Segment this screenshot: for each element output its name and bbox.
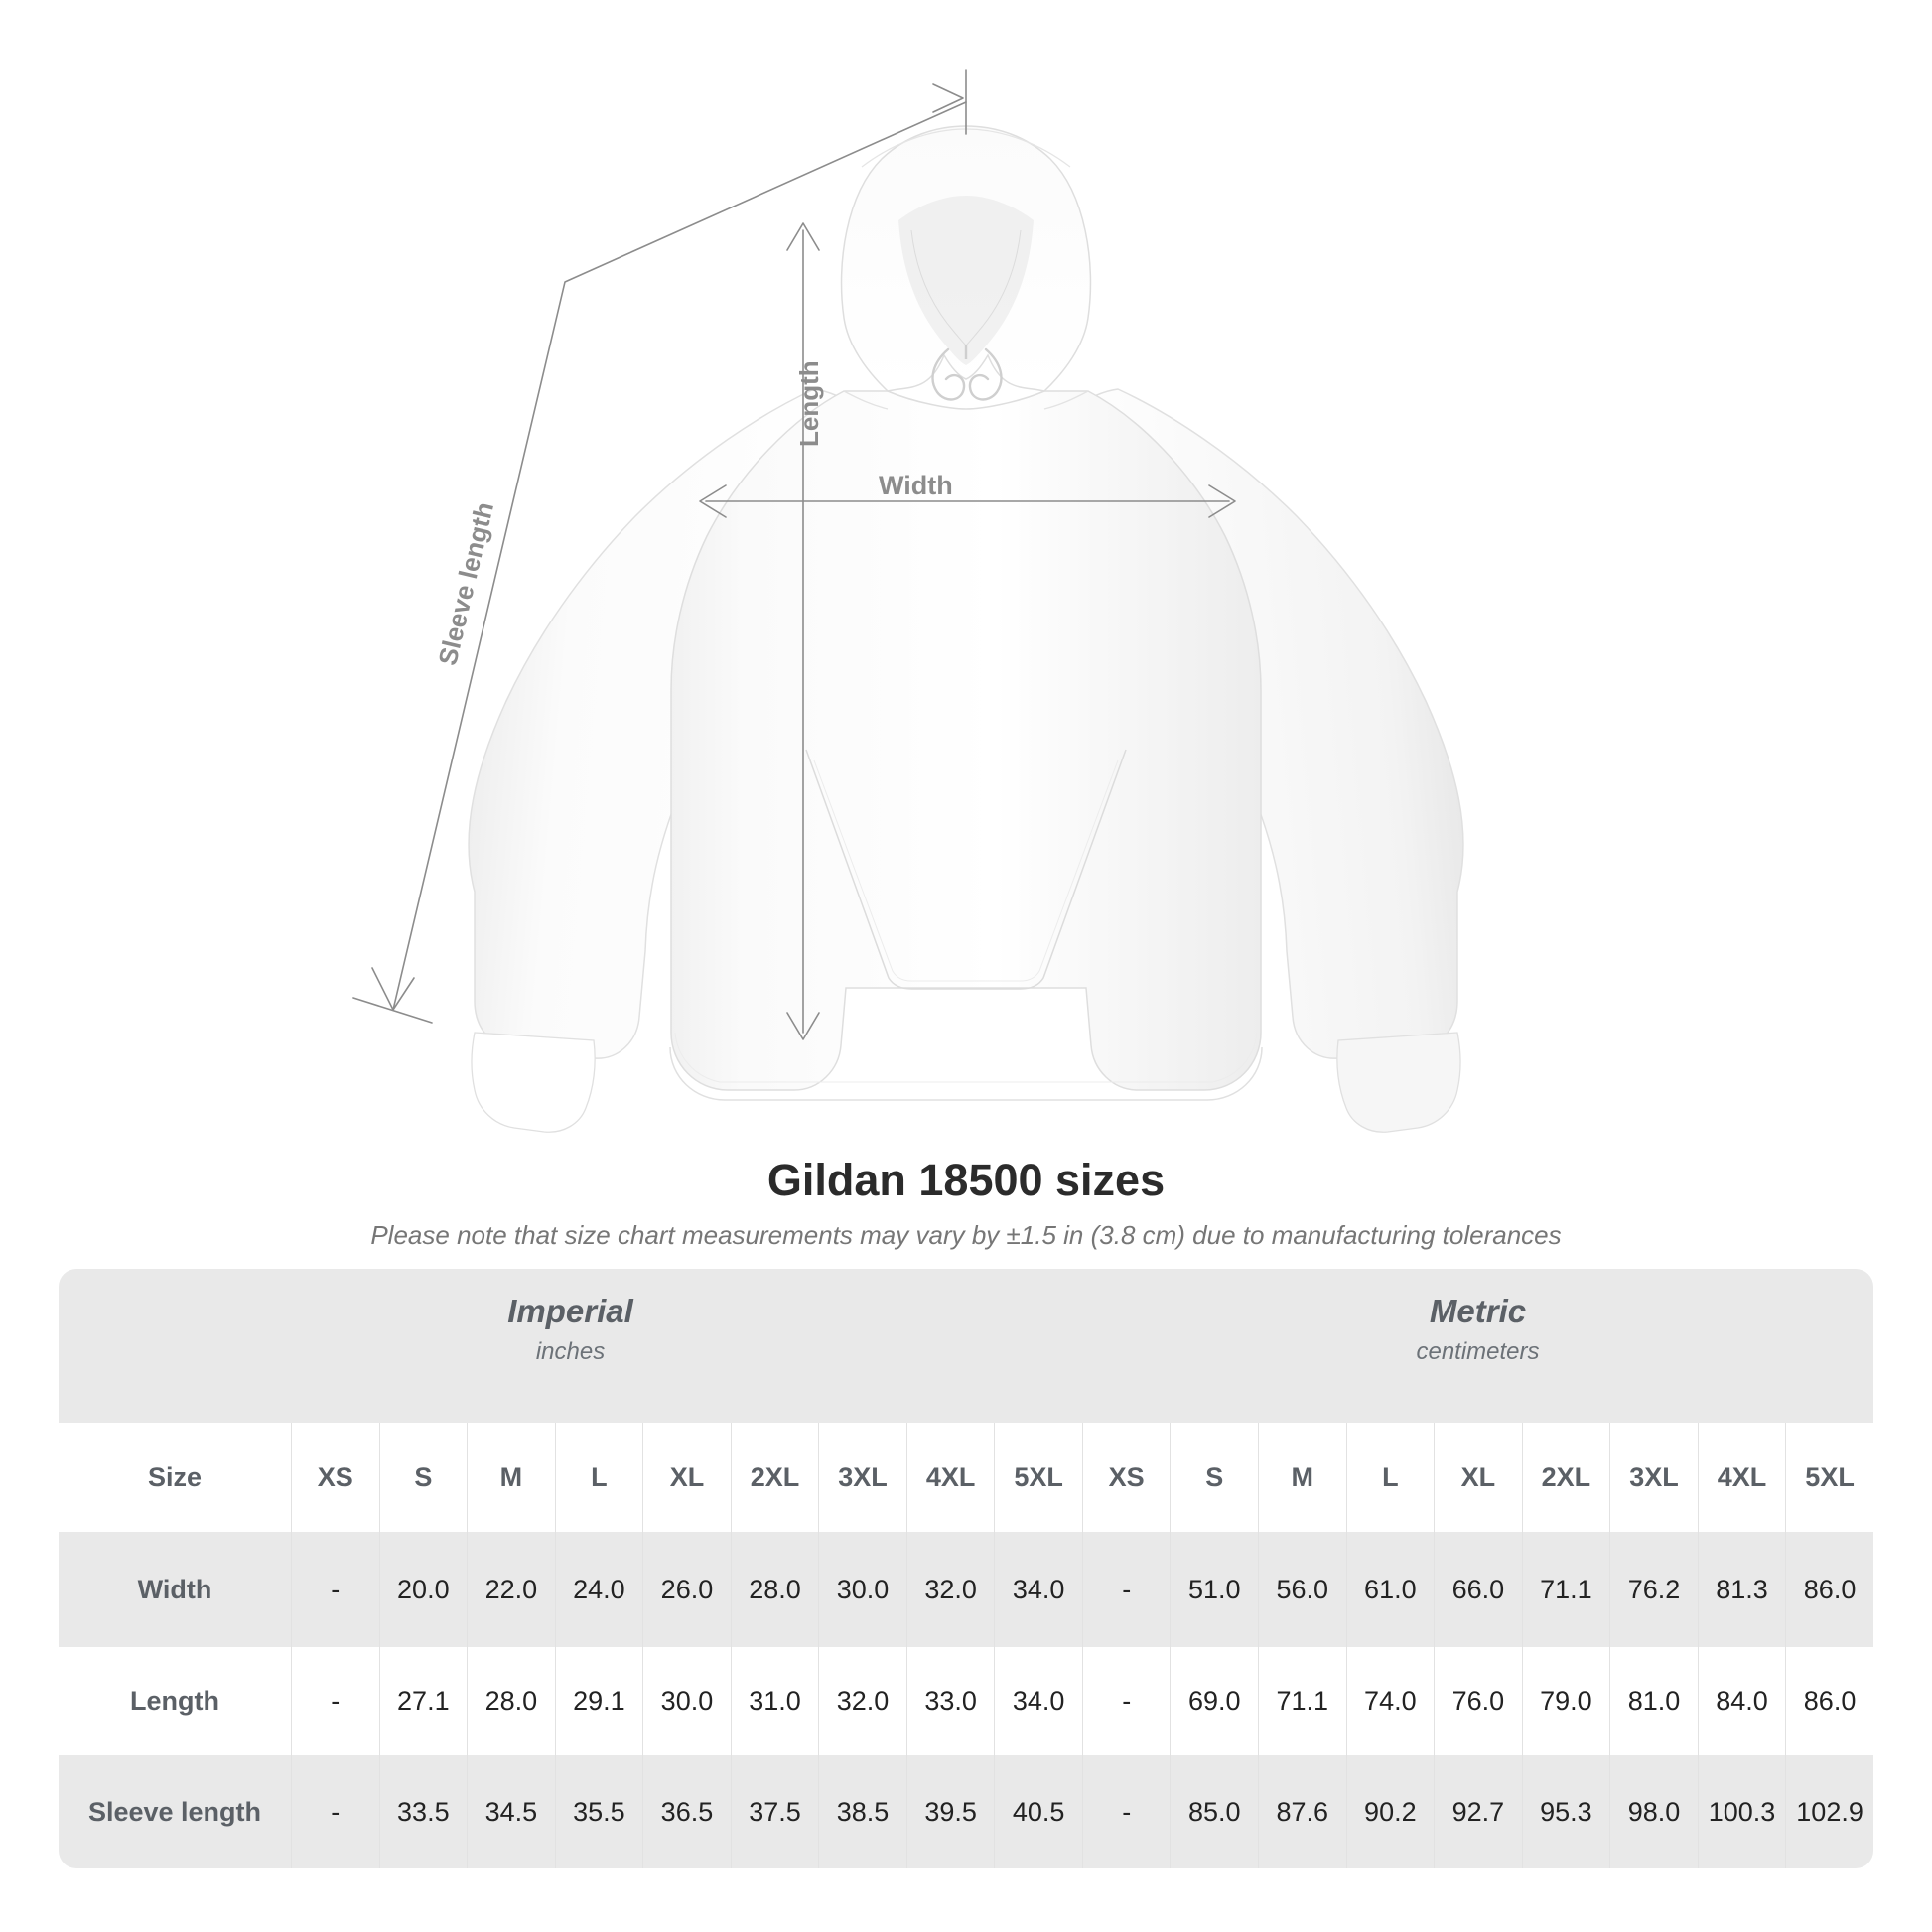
svg-text:Sleeve length: Sleeve length bbox=[432, 499, 499, 668]
svg-text:Length: Length bbox=[794, 360, 824, 447]
svg-text:Width: Width bbox=[879, 471, 953, 500]
